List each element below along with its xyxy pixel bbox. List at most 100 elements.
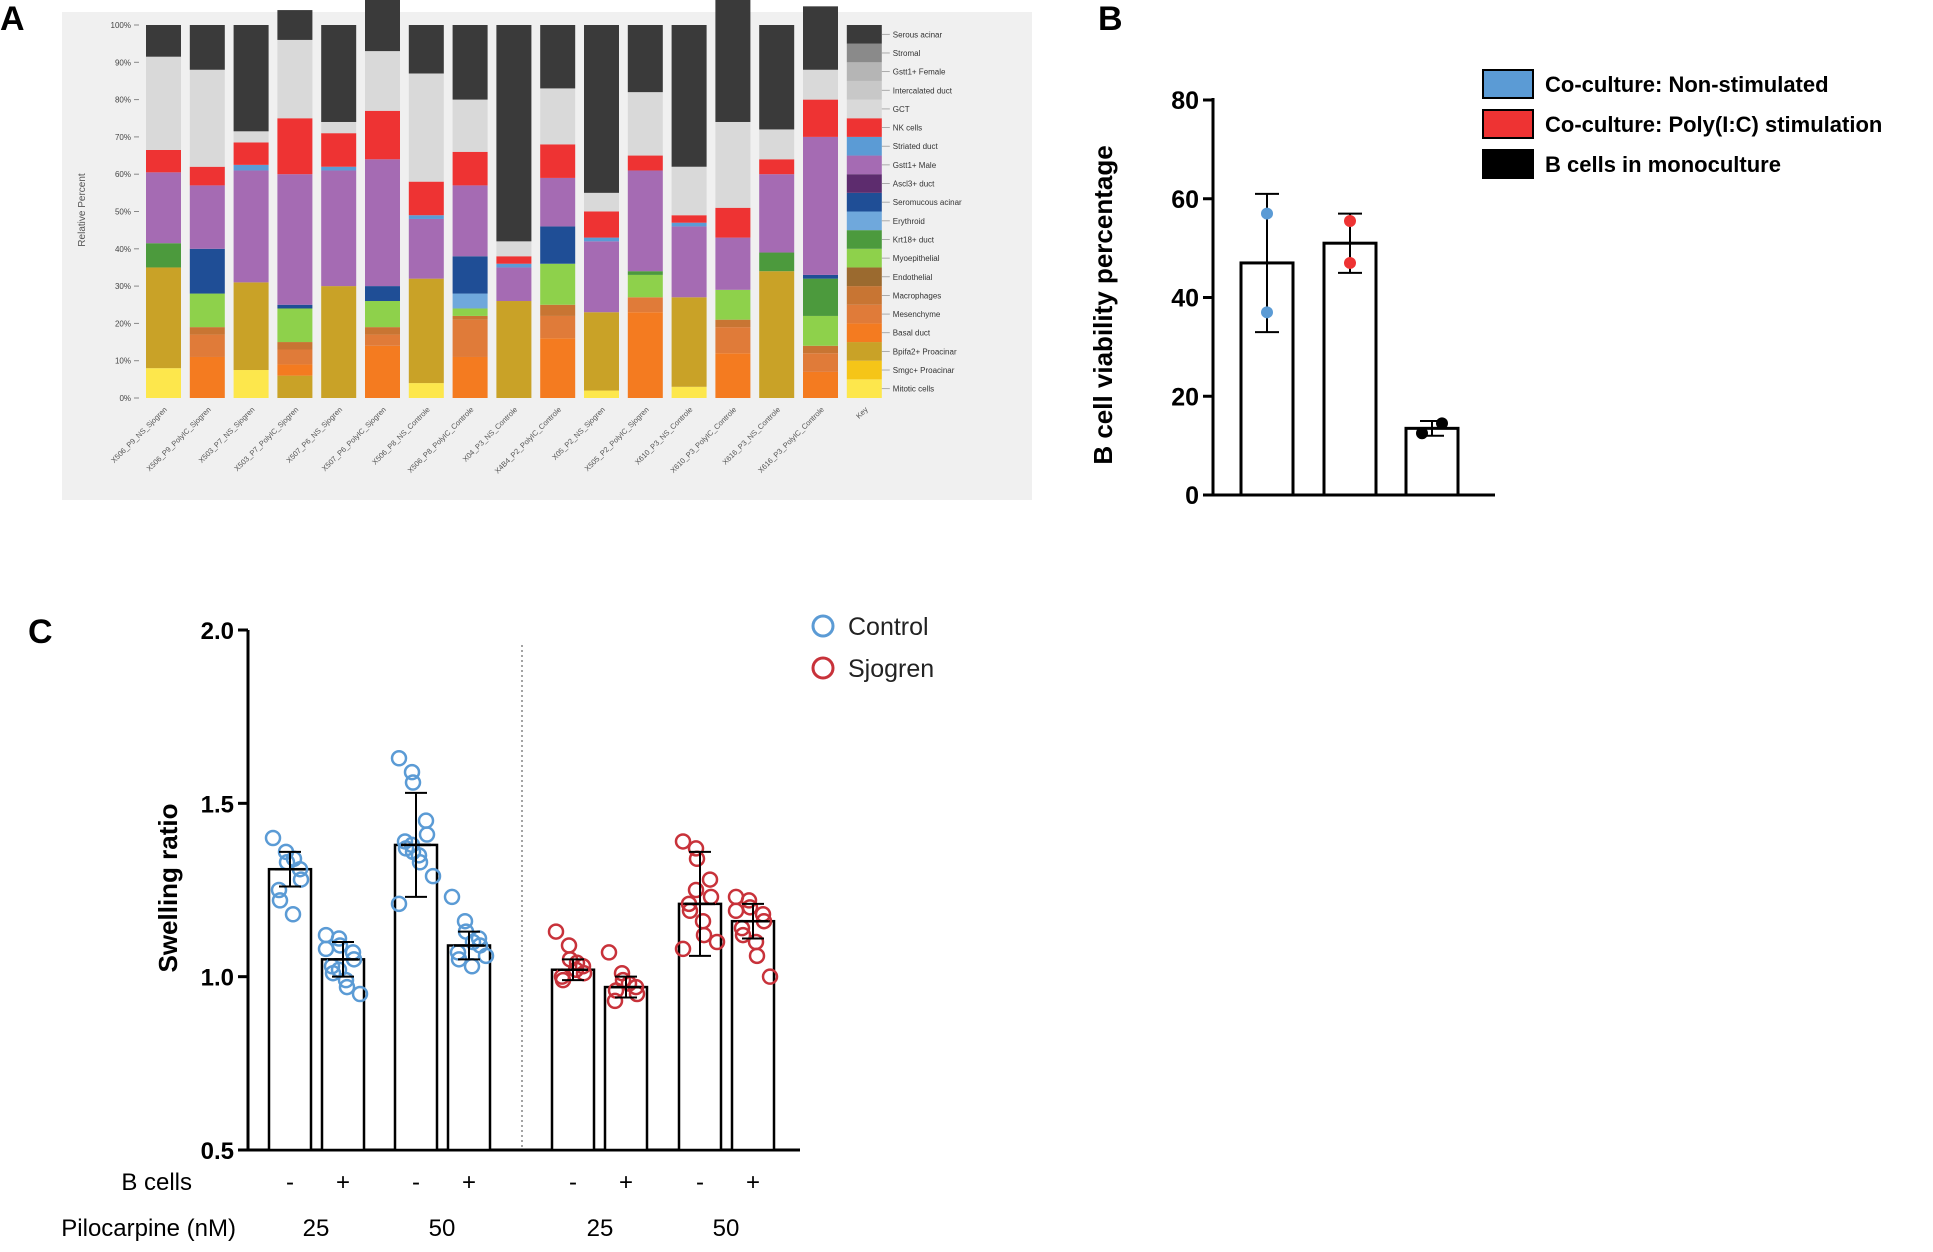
panel-a-y-tick-label: 0% — [119, 394, 131, 403]
panel-b-data-point — [1261, 306, 1273, 319]
panel-a-bar-segment — [803, 315, 838, 346]
panel-a-y-tick-label: 50% — [115, 208, 131, 217]
panel-a-bar-segment — [846, 323, 882, 343]
panel-c-bar — [550, 968, 596, 1152]
panel-b-y-tick-label: 0 — [1185, 482, 1199, 510]
panel-a-bar-segment — [233, 142, 269, 165]
panel-a-key-label: Gstt1+ Male — [893, 161, 937, 170]
panel-a-bar-segment — [715, 289, 751, 320]
panel-a-bar-segment — [189, 69, 225, 167]
panel-a-bar-segment — [627, 271, 663, 275]
panel-b-y-tick-label: 40 — [1171, 285, 1199, 313]
panel-a-bar-segment — [846, 230, 882, 249]
panel-a-key-label: Macrophages — [893, 291, 941, 300]
panel-a-bar-segment — [365, 301, 400, 328]
panel-a-bar-segment — [496, 25, 532, 242]
panel-c-bar — [730, 919, 776, 1152]
panel-b-legend-label: B cells in monoculture — [1545, 152, 1781, 177]
panel-a-bar-segment — [540, 304, 576, 316]
b-cells-sign-label: - — [696, 1169, 704, 1196]
b-cells-sign-label: + — [462, 1169, 476, 1196]
panel-c-data-point — [417, 812, 435, 829]
panel-a-key-label: Serous acinar — [893, 30, 943, 39]
panel-a-bar-segment — [540, 144, 576, 178]
panel-a-bar-segment — [146, 25, 181, 57]
panel-a-bar-segment — [146, 267, 181, 369]
panel-a-bar-segment — [365, 334, 400, 346]
panel-a-key-label: Basal duct — [893, 329, 931, 338]
panel-c-data-point — [477, 947, 495, 965]
panel-c-data-point — [338, 978, 356, 996]
panel-a-bar-segment — [540, 177, 576, 227]
pilocarpine-dose-label: 25 — [303, 1215, 330, 1242]
panel-a-stacked-bar-chart: Relative Percent 0% 10% 20% 30% 40% 50% 60% 70%… — [62, 0, 1032, 500]
panel-a-bar-segment — [759, 271, 795, 398]
panel-c-data-point — [351, 985, 369, 1003]
b-cells-sign-label: - — [569, 1169, 577, 1196]
panel-a-bar-segment — [277, 118, 313, 175]
panel-c-data-point — [687, 840, 705, 857]
panel-c-legend-label: Control — [848, 613, 929, 641]
panel-a-bar-segment — [408, 383, 444, 398]
panel-a-bar-segment — [759, 174, 795, 253]
panel-a-bar-segment — [671, 226, 707, 298]
panel-label-c: C — [28, 613, 53, 651]
panel-a-bar-segment — [584, 211, 619, 238]
panel-c-data-point — [330, 930, 348, 947]
pilocarpine-dose-label: 50 — [429, 1215, 456, 1242]
panel-c-data-point — [284, 906, 302, 923]
panel-a-y-tick-label: 100% — [111, 21, 131, 30]
panel-a-bar-segment — [584, 312, 619, 391]
panel-a-bar-segment — [408, 73, 444, 182]
panel-c-legend-marker — [811, 656, 835, 680]
panel-a-bar-segment — [233, 131, 269, 143]
panel-b-y-tick-label: 20 — [1171, 383, 1199, 411]
panel-a-bar-segment — [846, 211, 882, 231]
panel-a-bar-segment — [189, 356, 225, 398]
panel-a-bar-segment — [584, 241, 619, 313]
panel-a-key-label: Gstt1+ Female — [893, 68, 946, 77]
panel-a-bar-segment — [671, 215, 707, 223]
panel-c-data-point — [547, 923, 565, 940]
panel-c-data-point — [687, 881, 705, 899]
panel-a-bar-segment — [321, 133, 357, 167]
panel-a-bar-segment — [365, 286, 400, 302]
panel-a-bar-segment — [233, 282, 269, 371]
panel-a-bar-segment — [452, 293, 488, 309]
panel-a-y-tick-label: 80% — [115, 96, 131, 105]
panel-c-data-point — [708, 933, 726, 951]
panel-a-bar-segment — [759, 25, 795, 130]
panel-b-bar — [1404, 426, 1460, 497]
panel-a-key-label: Intercalated duct — [893, 86, 953, 95]
panel-b-data-point — [1344, 214, 1356, 227]
panel-a-bar-segment — [715, 237, 751, 290]
panel-a-bar-segment — [846, 248, 882, 268]
panel-a-bar-segment — [496, 263, 532, 268]
panel-a-key-label: Erythroid — [893, 217, 925, 226]
panel-label-a: A — [0, 0, 25, 38]
row-label-pilocarpine: Pilocarpine (nM) — [61, 1215, 236, 1242]
panel-a-bar-segment — [803, 278, 838, 316]
panel-c-data-point — [674, 833, 692, 850]
panel-a-bar-segment — [189, 293, 225, 328]
panel-c-data-point — [317, 940, 335, 958]
panel-a-bar-segment — [496, 241, 532, 257]
panel-c-bar — [320, 958, 366, 1152]
panel-c-y-tick-label: 1.0 — [201, 965, 234, 992]
panel-a-bar-segment — [715, 207, 751, 238]
panel-a-key-label: Krt18+ duct — [893, 235, 935, 244]
panel-b-y-axis-label: B cell viability percentage — [1088, 145, 1118, 464]
panel-a-key-label: Stromal — [893, 49, 921, 58]
b-cells-sign-label: + — [619, 1169, 633, 1196]
panel-b-legend-label: Co-culture: Poly(I:C) stimulation — [1545, 112, 1882, 137]
panel-a-bar-segment — [540, 226, 576, 264]
panel-a-bar-segment — [540, 315, 576, 339]
panel-c-data-point — [271, 892, 289, 909]
panel-a-bar-segment — [803, 371, 838, 398]
row-label-b-cells: B cells — [121, 1169, 192, 1196]
panel-a-bar-segment — [627, 25, 663, 93]
panel-a-bar-segment — [846, 43, 882, 63]
panel-a-bar-segment — [452, 356, 488, 398]
panel-c-data-point — [560, 937, 578, 954]
panel-c-bar-chart: Swelling ratio 0.5 1.0 1.5 2.0 Control Sjogr… — [61, 613, 934, 1242]
